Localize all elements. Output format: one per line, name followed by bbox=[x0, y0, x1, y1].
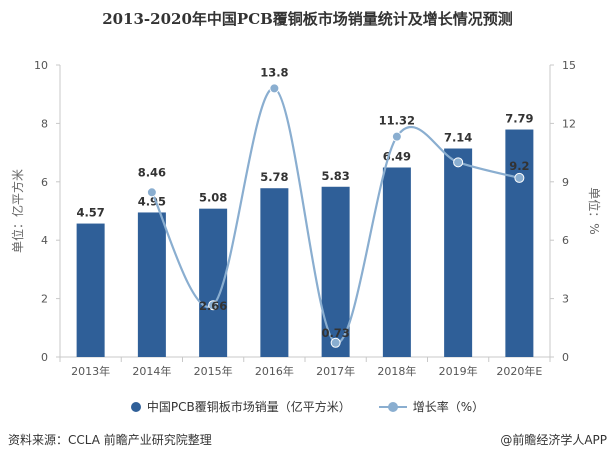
bar bbox=[382, 167, 411, 357]
bar bbox=[321, 186, 350, 357]
growth-rate-point bbox=[146, 187, 157, 198]
legend-bar-marker bbox=[130, 401, 141, 412]
x-tick-label: 2016年 bbox=[255, 364, 294, 378]
x-tick-label: 2020年E bbox=[496, 364, 542, 378]
right-tick-label: 6 bbox=[562, 234, 569, 247]
growth-rate-label: 8.46 bbox=[138, 165, 166, 179]
bar-value-label: 4.57 bbox=[76, 206, 104, 220]
legend-item-growth: 增长率（%） bbox=[378, 398, 485, 415]
left-tick-label: 2 bbox=[41, 293, 48, 306]
legend-label-sales: 中国PCB覆铜板市场销量（亿平方米） bbox=[146, 400, 351, 414]
x-tick-label: 2017年 bbox=[316, 364, 355, 378]
growth-rate-point bbox=[453, 157, 464, 168]
bar-value-label: 5.08 bbox=[199, 191, 227, 205]
bar bbox=[260, 188, 289, 357]
bar bbox=[444, 148, 473, 357]
bar bbox=[505, 129, 534, 357]
legend-label-growth: 增长率（%） bbox=[412, 400, 485, 414]
bar-value-label: 7.79 bbox=[505, 112, 533, 126]
growth-rate-point bbox=[514, 172, 525, 183]
growth-rate-point bbox=[269, 83, 280, 94]
source-note: 资料来源：CCLA 前瞻产业研究院整理 bbox=[8, 433, 212, 447]
x-tick-label: 2013年 bbox=[71, 364, 110, 378]
right-tick-label: 15 bbox=[562, 59, 576, 72]
bar-value-label: 7.14 bbox=[444, 131, 472, 145]
growth-rate-point bbox=[208, 300, 219, 311]
chart-title: 2013-2020年中国PCB覆铜板市场销量统计及增长情况预测 bbox=[102, 10, 513, 28]
bar bbox=[137, 212, 166, 357]
growth-rate-label: 0.73 bbox=[321, 326, 349, 340]
bar-value-label: 4.95 bbox=[138, 194, 166, 208]
left-tick-label: 6 bbox=[41, 176, 48, 189]
x-tick-label: 2018年 bbox=[377, 364, 416, 378]
footer: 资料来源：CCLA 前瞻产业研究院整理 @前瞻经济学人APP bbox=[8, 431, 607, 448]
growth-rate-label: 9.2 bbox=[509, 159, 529, 173]
right-axis-title: 单位：% bbox=[587, 187, 602, 234]
legend-line-marker bbox=[378, 401, 407, 412]
growth-rate-point bbox=[330, 337, 341, 348]
left-tick-label: 4 bbox=[41, 234, 48, 247]
growth-rate-label: 11.32 bbox=[379, 114, 415, 128]
bar-value-label: 5.83 bbox=[321, 169, 349, 183]
x-tick-label: 2014年 bbox=[132, 364, 171, 378]
right-tick-label: 0 bbox=[562, 351, 569, 364]
right-tick-label: 12 bbox=[562, 117, 576, 130]
left-tick-label: 0 bbox=[41, 351, 48, 364]
legend-item-sales: 中国PCB覆铜板市场销量（亿平方米） bbox=[130, 398, 351, 415]
growth-rate-point bbox=[391, 131, 402, 142]
left-tick-label: 10 bbox=[34, 59, 48, 72]
growth-rate-label: 13.8 bbox=[260, 65, 288, 79]
brand-credit: @前瞻经济学人APP bbox=[500, 433, 607, 447]
x-tick-label: 2019年 bbox=[439, 364, 478, 378]
bar-value-label: 5.78 bbox=[260, 170, 288, 184]
left-tick-label: 8 bbox=[41, 117, 48, 130]
growth-rate-label: 2.66 bbox=[199, 299, 227, 313]
right-tick-label: 3 bbox=[562, 293, 569, 306]
right-tick-label: 9 bbox=[562, 176, 569, 189]
legend: 中国PCB覆铜板市场销量（亿平方米） 增长率（%） bbox=[0, 398, 615, 415]
left-axis-title: 单位：亿平方米 bbox=[10, 169, 25, 253]
bar bbox=[76, 223, 105, 357]
x-tick-label: 2015年 bbox=[194, 364, 233, 378]
